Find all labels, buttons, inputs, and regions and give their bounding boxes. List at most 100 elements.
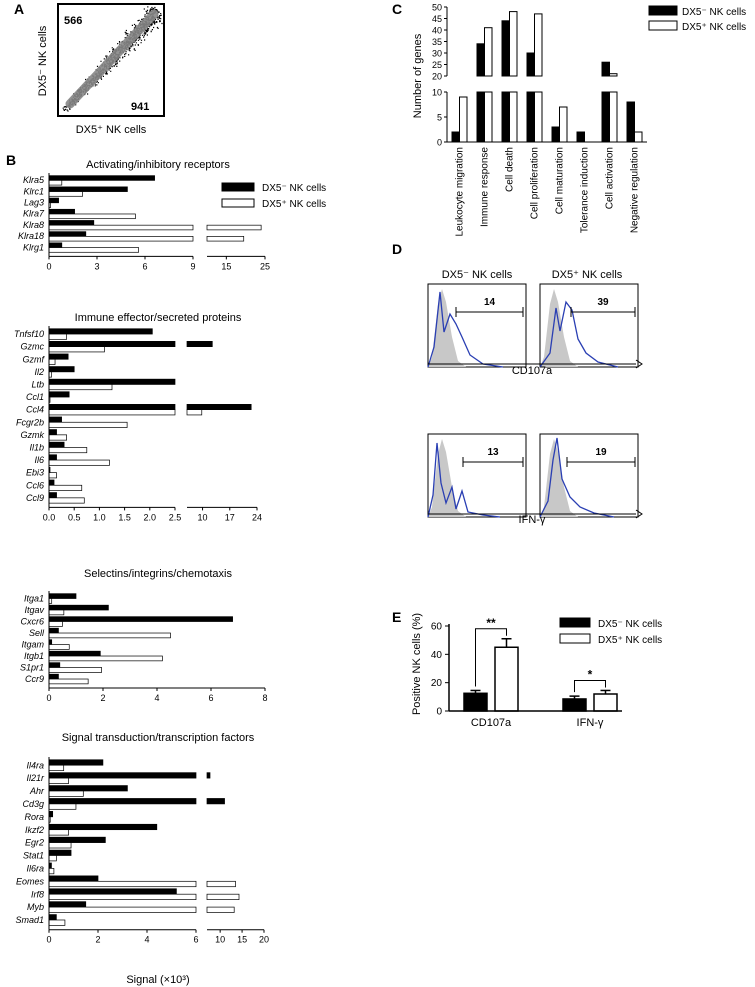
bar-dx5-pos — [48, 777, 69, 784]
bar-dx5-neg — [48, 662, 61, 668]
gene-label: Itgam — [21, 639, 44, 649]
bar-dx5-pos — [509, 91, 518, 143]
e-category-label: IFN-γ — [577, 717, 604, 729]
gene-label: Cxcr6 — [20, 616, 44, 626]
bar-dx5-pos — [48, 333, 67, 340]
bar-dx5-neg — [48, 341, 176, 347]
bar-dx5-pos — [48, 906, 197, 913]
gene-label: Itgav — [24, 605, 44, 615]
bar-dx5-neg — [526, 91, 535, 143]
y-tick-label: 50 — [432, 3, 442, 13]
y-tick-label: 0 — [437, 138, 442, 148]
y-tick-label: 10 — [432, 88, 442, 98]
y-tick-label: 25 — [432, 60, 442, 70]
d-row-label-cd107a: CD107a — [512, 365, 553, 377]
x-tick-label: 2 — [100, 693, 105, 703]
panel-label-b: B — [6, 152, 16, 168]
stained-histogram — [427, 442, 501, 518]
c-category-label: Cell activation — [605, 147, 616, 209]
x-tick-label: 3 — [94, 261, 99, 271]
bar-dx5-pos — [48, 497, 85, 504]
bar-dx5-neg — [48, 186, 128, 192]
bar-dx5-pos — [509, 11, 518, 77]
gene-label: Klra18 — [18, 231, 44, 241]
legend-label-dx5-pos: DX5⁺ NK cells — [682, 22, 746, 33]
bar-dx5-neg — [48, 366, 75, 373]
bar-dx5-pos — [48, 842, 72, 849]
b-group-selectins: Selectins/integrins/chemotaxis Itga1Itga… — [20, 568, 268, 703]
bar-dx5-neg — [48, 785, 128, 792]
gene-label: Klra7 — [23, 209, 45, 219]
bar-dx5-pos — [48, 384, 113, 391]
legend-swatch-dx5-neg — [648, 5, 678, 16]
bar-dx5-pos — [534, 91, 543, 143]
bar-dx5-neg — [48, 823, 158, 831]
panel-label-a: A — [14, 1, 24, 17]
gene-label: Itga1 — [24, 593, 44, 603]
x-tick-label: 24 — [252, 512, 262, 522]
bar-dx5-neg — [48, 197, 59, 204]
bar-dx5-neg — [601, 91, 610, 143]
bar-dx5-neg — [48, 378, 176, 385]
y-tick-label: 60 — [431, 622, 443, 633]
bar-dx5-neg — [48, 479, 55, 486]
bar-dx5-pos — [48, 632, 171, 639]
x-tick-label: 0 — [46, 935, 51, 945]
gene-label: Il6ra — [26, 863, 44, 873]
bar-dx5-neg — [48, 772, 197, 779]
x-tick-label: 2 — [95, 935, 100, 945]
bar-dx5-pos — [534, 13, 543, 77]
significance-mark: * — [588, 667, 593, 681]
bar-dx5-neg — [501, 20, 510, 77]
bar-dx5-pos — [48, 644, 70, 650]
gene-label: Smad1 — [15, 915, 44, 925]
gene-label: Ccl6 — [26, 480, 44, 490]
x-tick-label: 9 — [190, 261, 195, 271]
bar-dx5-pos — [634, 131, 643, 143]
legend-swatch-dx5-pos — [559, 633, 591, 644]
x-tick-label: 1.5 — [118, 512, 131, 522]
panel-d: DX5⁻ NK cells DX5⁺ NK cells 14 39 13 19 CD1… — [427, 269, 643, 526]
bar-dx5-neg — [48, 616, 233, 622]
bar-dx5-pos — [48, 484, 83, 491]
gene-label: Klrg1 — [23, 242, 44, 252]
bar-dx5-neg — [48, 836, 106, 843]
y-tick-label: 0 — [436, 707, 442, 718]
gene-label: Ltb — [31, 379, 44, 389]
b-xlabel: Signal (×10³) — [126, 974, 189, 986]
bar-dx5-pos — [186, 409, 203, 416]
bar-dx5-neg — [48, 901, 87, 908]
gene-label: Klrc1 — [23, 186, 44, 196]
bar-dx5-neg — [48, 208, 75, 215]
bar-dx5-neg — [48, 353, 69, 360]
significance-bracket — [574, 679, 606, 693]
legend-label-dx5-neg: DX5⁻ NK cells — [598, 619, 662, 630]
b-group-activating: Activating/inhibitory receptors DX5⁻ NK … — [18, 159, 326, 271]
bar-dx5-neg — [562, 698, 587, 712]
gene-label: Ccl4 — [26, 405, 44, 415]
b-group-title: Immune effector/secreted proteins — [75, 312, 242, 324]
bar-dx5-neg — [601, 61, 610, 77]
bar-dx5-pos — [206, 236, 245, 242]
d-row-label-ifng: IFN-γ — [519, 514, 546, 526]
gene-label: Ikzf2 — [25, 825, 44, 835]
bar-dx5-pos — [48, 667, 103, 673]
scatter-ylabel: DX5⁻ NK cells — [37, 25, 49, 96]
gene-label: Ccr9 — [25, 674, 44, 684]
bar-dx5-pos — [48, 421, 128, 428]
bar-dx5-pos — [48, 764, 65, 771]
bar-dx5-neg — [48, 798, 197, 805]
x-tick-label: 0.5 — [68, 512, 81, 522]
x-tick-label: 0.0 — [43, 512, 56, 522]
e-category-label: CD107a — [471, 717, 512, 729]
panel-b: Activating/inhibitory receptors DX5⁻ NK … — [14, 159, 326, 986]
scatter-cloud — [62, 6, 163, 112]
bar-dx5-pos — [48, 655, 163, 662]
c-category-label: Leukocyte migration — [455, 147, 466, 237]
bar-dx5-pos — [48, 447, 88, 454]
legend-label-dx5-neg: DX5⁻ NK cells — [682, 7, 746, 18]
stained-histogram — [427, 291, 504, 368]
gene-label: Sell — [29, 628, 45, 638]
b-group-title: Activating/inhibitory receptors — [86, 159, 230, 171]
bar-dx5-neg — [576, 131, 585, 143]
